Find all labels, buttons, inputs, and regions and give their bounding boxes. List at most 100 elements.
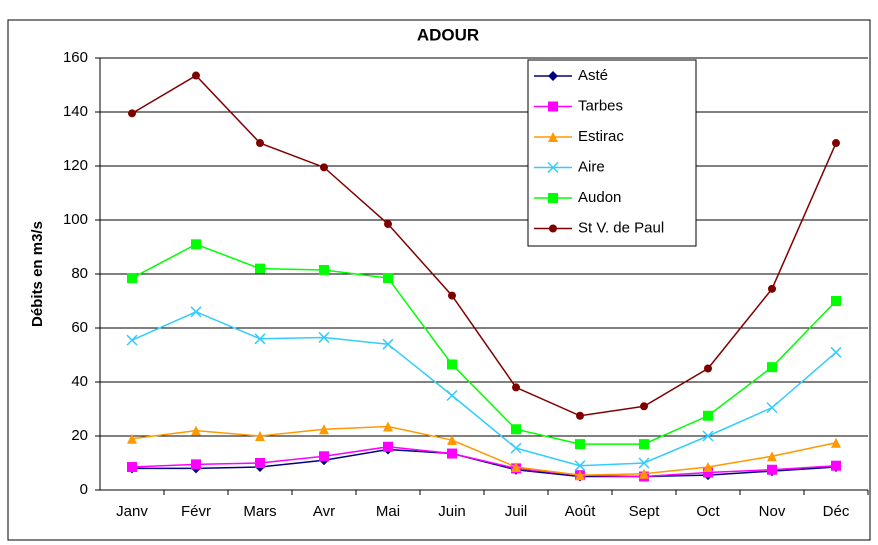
marker (191, 459, 201, 470)
marker (831, 296, 841, 306)
marker (383, 421, 393, 432)
legend-label: St V. de Paul (578, 219, 664, 236)
marker (832, 139, 840, 148)
x-tick-label: Mai (376, 503, 400, 520)
chart-title: ADOUR (417, 25, 479, 44)
marker (190, 306, 202, 318)
marker (512, 383, 520, 392)
series-line (131, 243, 837, 445)
series-line (131, 310, 837, 467)
x-tick-label: Mars (243, 503, 276, 520)
legend-box (527, 59, 697, 247)
marker (448, 291, 456, 300)
marker (127, 433, 137, 444)
x-tick-label: Sept (629, 503, 661, 520)
marker (639, 468, 649, 479)
marker (447, 359, 457, 370)
marker (383, 441, 393, 452)
marker (548, 71, 558, 81)
marker (384, 220, 392, 229)
marker (767, 464, 777, 475)
y-tick-label: 60 (71, 319, 88, 336)
legend-label: Tarbes (578, 97, 623, 114)
legend-label: Asté (578, 67, 608, 84)
marker (547, 161, 559, 174)
y-tick-label: 40 (71, 373, 88, 390)
marker (831, 437, 841, 448)
marker (447, 435, 457, 446)
marker (548, 132, 558, 142)
marker (319, 451, 329, 462)
y-axis-label: Débits en m3/s (29, 221, 46, 327)
series-line (131, 74, 837, 417)
x-tick-label: Juin (438, 503, 466, 520)
marker (511, 462, 521, 473)
marker (575, 470, 585, 481)
marker (319, 264, 329, 275)
series-line (131, 425, 837, 476)
marker (640, 402, 648, 411)
x-tick-label: Févr (181, 503, 211, 520)
y-tick-label: 100 (63, 211, 88, 228)
marker (255, 263, 265, 274)
marker (127, 462, 137, 473)
y-tick-label: 20 (71, 427, 88, 444)
marker (830, 346, 842, 358)
marker (192, 71, 200, 80)
y-tick-label: 80 (71, 265, 88, 282)
marker (446, 389, 458, 402)
marker (548, 193, 558, 203)
legend-label: Audon (578, 189, 621, 206)
marker (548, 101, 558, 112)
marker (638, 457, 650, 469)
marker (703, 410, 713, 421)
legend: Asté Tarbes Estirac Aire Audon St V. de Paul (527, 59, 697, 247)
marker (703, 462, 713, 473)
series-line (131, 446, 837, 478)
marker (639, 439, 649, 450)
marker (128, 109, 136, 118)
marker (255, 431, 265, 441)
marker (320, 163, 328, 172)
marker (574, 460, 586, 472)
marker (767, 362, 777, 373)
marker (767, 451, 777, 462)
marker (319, 424, 329, 435)
marker (256, 139, 264, 148)
legend-label: Estirac (578, 128, 624, 145)
marker (510, 442, 522, 454)
marker (766, 402, 778, 414)
marker (127, 273, 137, 284)
y-tick-label: 160 (63, 49, 88, 66)
y-tick-label: 0 (80, 481, 88, 498)
x-tick-label: Nov (759, 503, 786, 520)
x-tick-label: Juil (505, 503, 528, 520)
marker (318, 331, 330, 343)
marker (511, 424, 521, 435)
marker (447, 448, 457, 459)
marker (382, 338, 394, 350)
marker (549, 224, 557, 233)
marker (126, 334, 138, 346)
marker (255, 458, 265, 468)
x-tick-label: Août (565, 503, 597, 520)
marker (575, 439, 585, 450)
marker (703, 467, 713, 478)
y-tick-label: 140 (63, 103, 88, 120)
legend-label: Aire (578, 158, 605, 175)
y-tick-label: 120 (63, 157, 88, 174)
marker (704, 364, 712, 373)
marker (768, 284, 776, 293)
x-tick-label: Déc (823, 503, 850, 520)
marker (383, 273, 393, 284)
marker (191, 239, 201, 250)
x-tick-label: Avr (313, 503, 335, 520)
marker (576, 411, 584, 420)
marker (254, 333, 266, 345)
marker (831, 460, 841, 471)
x-tick-label: Oct (696, 503, 720, 520)
marker (191, 425, 201, 436)
x-tick-label: Janv (116, 503, 148, 520)
marker (702, 430, 714, 442)
